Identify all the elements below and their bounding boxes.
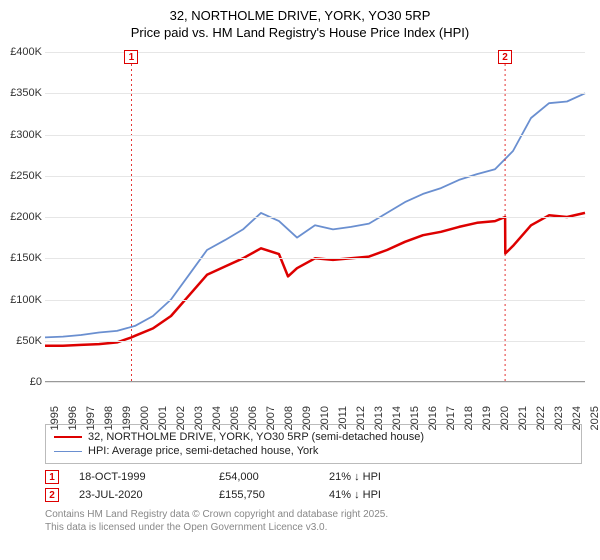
footnote-line-1: Contains HM Land Registry data © Crown c…	[45, 508, 582, 521]
x-axis-label: 2017	[445, 406, 457, 430]
x-axis-label: 2012	[355, 406, 367, 430]
legend-label: HPI: Average price, semi-detached house,…	[88, 445, 318, 457]
y-axis-label: £100K	[0, 294, 42, 306]
x-axis-label: 2023	[553, 406, 565, 430]
gridline	[45, 300, 585, 301]
x-axis-label: 2008	[283, 406, 295, 430]
gridline	[45, 135, 585, 136]
x-axis-label: 2024	[571, 406, 583, 430]
chart-area: 12 £0£50K£100K£150K£200K£250K£300K£350K£…	[0, 44, 600, 424]
plot-area: 12	[45, 52, 585, 382]
x-axis-label: 2010	[319, 406, 331, 430]
event-marker-1: 1	[124, 50, 138, 64]
legend-label: 32, NORTHOLME DRIVE, YORK, YO30 5RP (sem…	[88, 431, 424, 443]
event-marker-2: 2	[498, 50, 512, 64]
x-axis-label: 1998	[103, 406, 115, 430]
x-axis-label: 2021	[517, 406, 529, 430]
x-axis-label: 2005	[229, 406, 241, 430]
x-axis-label: 1995	[49, 406, 61, 430]
event-date: 18-OCT-1999	[79, 471, 199, 483]
legend-swatch	[54, 436, 82, 438]
gridline	[45, 217, 585, 218]
x-axis-label: 2018	[463, 406, 475, 430]
x-axis-label: 2002	[175, 406, 187, 430]
gridline	[45, 258, 585, 259]
x-axis-label: 2006	[247, 406, 259, 430]
title-line-2: Price paid vs. HM Land Registry's House …	[4, 25, 596, 40]
title-line-1: 32, NORTHOLME DRIVE, YORK, YO30 5RP	[4, 8, 596, 23]
y-axis-label: £400K	[0, 46, 42, 58]
footnote-line-2: This data is licensed under the Open Gov…	[45, 521, 582, 534]
x-axis-label: 2013	[373, 406, 385, 430]
gridline	[45, 382, 585, 383]
gridline	[45, 341, 585, 342]
footnote: Contains HM Land Registry data © Crown c…	[45, 508, 582, 534]
event-row-marker: 1	[45, 470, 59, 484]
chart-title: 32, NORTHOLME DRIVE, YORK, YO30 5RP Pric…	[0, 0, 600, 44]
gridline	[45, 176, 585, 177]
event-date: 23-JUL-2020	[79, 489, 199, 501]
event-row: 2 23-JUL-2020 £155,750 41% ↓ HPI	[45, 488, 582, 502]
event-row: 1 18-OCT-1999 £54,000 21% ↓ HPI	[45, 470, 582, 484]
x-axis-label: 2001	[157, 406, 169, 430]
y-axis-label: £0	[0, 376, 42, 388]
y-axis-label: £150K	[0, 252, 42, 264]
event-comparison: 21% ↓ HPI	[329, 471, 429, 483]
y-axis-label: £350K	[0, 87, 42, 99]
x-axis-label: 2009	[301, 406, 313, 430]
event-table: 1 18-OCT-1999 £54,000 21% ↓ HPI 2 23-JUL-2020…	[45, 470, 582, 502]
x-axis-label: 1999	[121, 406, 133, 430]
x-axis-label: 2015	[409, 406, 421, 430]
y-axis-label: £50K	[0, 335, 42, 347]
x-axis-label: 2000	[139, 406, 151, 430]
x-axis-label: 2019	[481, 406, 493, 430]
legend-item: 32, NORTHOLME DRIVE, YORK, YO30 5RP (sem…	[54, 431, 573, 443]
series-line	[45, 93, 585, 337]
y-axis-label: £250K	[0, 170, 42, 182]
event-row-marker: 2	[45, 488, 59, 502]
x-axis-label: 2011	[337, 406, 349, 430]
event-price: £54,000	[219, 471, 309, 483]
event-comparison: 41% ↓ HPI	[329, 489, 429, 501]
event-price: £155,750	[219, 489, 309, 501]
x-axis-label: 2025	[589, 406, 600, 430]
x-axis-label: 2004	[211, 406, 223, 430]
x-axis-label: 1997	[85, 406, 97, 430]
x-axis-label: 2016	[427, 406, 439, 430]
x-axis-label: 2007	[265, 406, 277, 430]
y-axis-label: £200K	[0, 211, 42, 223]
series-line	[45, 213, 585, 346]
y-axis-label: £300K	[0, 129, 42, 141]
x-axis-label: 2022	[535, 406, 547, 430]
legend-swatch	[54, 451, 82, 452]
x-axis-label: 2014	[391, 406, 403, 430]
gridline	[45, 93, 585, 94]
legend-item: HPI: Average price, semi-detached house,…	[54, 445, 573, 457]
x-axis-label: 2020	[499, 406, 511, 430]
x-axis-label: 2003	[193, 406, 205, 430]
x-axis-label: 1996	[67, 406, 79, 430]
